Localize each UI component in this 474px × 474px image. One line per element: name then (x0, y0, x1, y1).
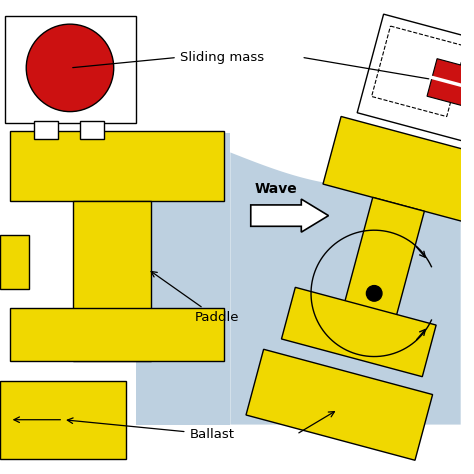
Polygon shape (282, 287, 436, 377)
Circle shape (366, 286, 382, 301)
Text: Sliding mass: Sliding mass (73, 51, 264, 68)
Bar (10, 131, 224, 201)
Polygon shape (357, 14, 474, 146)
Polygon shape (136, 133, 230, 425)
Bar (0, 235, 29, 289)
Polygon shape (323, 117, 474, 222)
Bar (73, 201, 151, 361)
Text: Ballast: Ballast (67, 418, 235, 441)
Bar (10, 308, 224, 361)
Bar (34, 121, 58, 139)
Text: Paddle: Paddle (151, 272, 239, 324)
Polygon shape (230, 153, 461, 425)
Polygon shape (337, 197, 424, 343)
Bar (5, 17, 136, 123)
Polygon shape (427, 59, 474, 110)
Text: Wave: Wave (255, 182, 297, 196)
Bar (0, 381, 127, 459)
Circle shape (26, 24, 114, 111)
Bar (80, 121, 104, 139)
Polygon shape (246, 349, 433, 460)
FancyArrow shape (251, 199, 328, 232)
